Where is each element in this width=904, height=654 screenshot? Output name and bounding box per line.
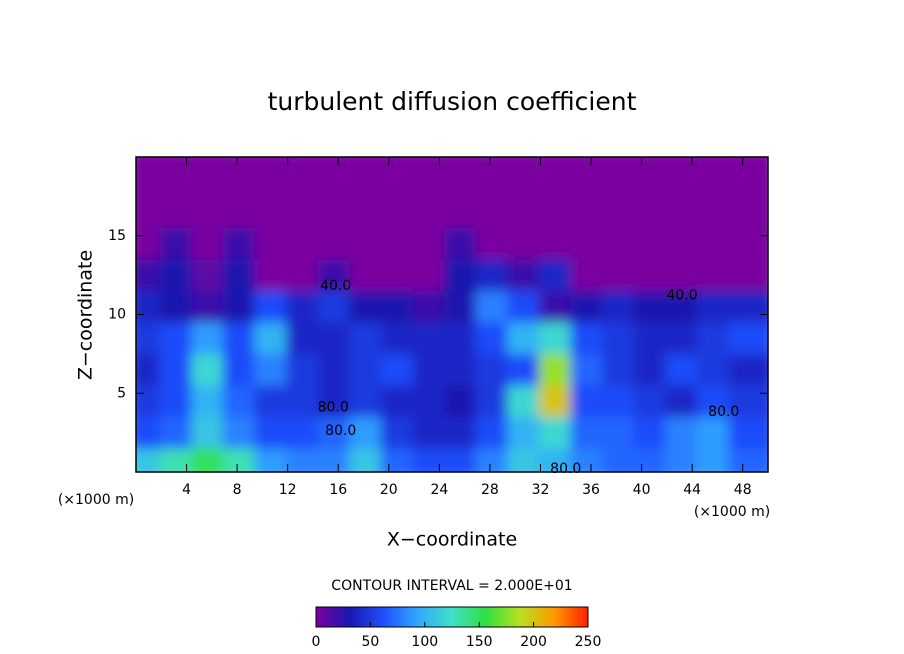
x-tick-label: 48 [734,482,752,498]
contour-label: 80.0 [318,399,349,415]
contour-label: 40.0 [320,278,351,294]
colorbar [315,606,589,628]
contour-label: 80.0 [550,461,581,477]
colorbar-tick-label: 100 [411,634,438,650]
contour-label: 40.0 [666,288,697,304]
chart-title: turbulent diffusion coefficient [268,87,637,116]
x-tick-label: 44 [683,482,701,498]
x-tick-label: 8 [233,482,242,498]
contour-label: 80.0 [325,423,356,439]
colorbar-tick-label: 200 [520,634,547,650]
x-tick-label: 28 [481,482,499,498]
colorbar-tick-label: 0 [312,634,321,650]
y-tick-label: 10 [108,307,126,323]
x-unit-label: (×1000 m) [694,504,770,520]
contour-interval: CONTOUR INTERVAL = 2.000E+01 [331,578,572,594]
x-tick-label: 12 [279,482,297,498]
x-tick-label: 4 [182,482,191,498]
x-tick-label: 16 [329,482,347,498]
y-tick-label: 5 [117,385,126,401]
x-tick-label: 36 [582,482,600,498]
x-tick-label: 32 [532,482,550,498]
heatmap-cell [728,157,768,197]
x-tick-label: 40 [633,482,651,498]
colorbar-tick-label: 150 [466,634,493,650]
y-unit-label: (×1000 m) [58,492,134,508]
y-tick-label: 15 [108,228,126,244]
contour-label: 80.0 [708,404,739,420]
heatmap [136,157,768,472]
x-axis-label: X−coordinate [387,529,517,551]
colorbar-tick-label: 250 [575,634,602,650]
x-tick-label: 24 [430,482,448,498]
colorbar-tick-label: 50 [361,634,379,650]
x-tick-label: 20 [380,482,398,498]
y-axis-label: Z−coordinate [75,250,97,380]
